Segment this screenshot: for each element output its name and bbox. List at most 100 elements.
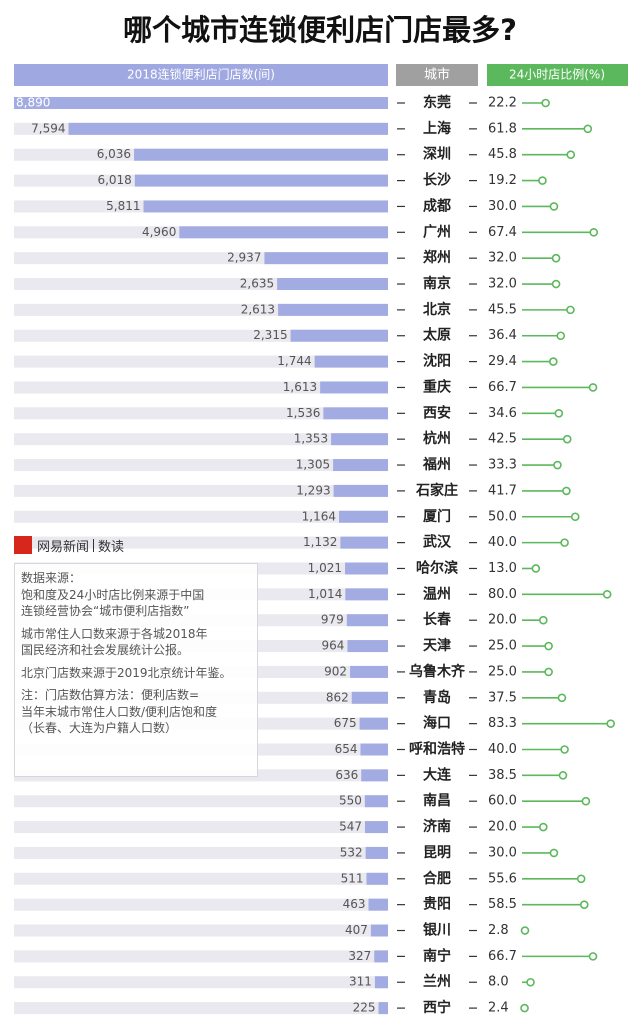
lollipop-dot xyxy=(562,486,571,496)
value-label: 2,937 xyxy=(227,251,261,265)
row-bg xyxy=(14,381,388,394)
category-label: 西宁 xyxy=(423,999,451,1016)
lollipop-dot xyxy=(544,667,553,677)
lollipop-dot xyxy=(588,952,598,961)
category-label: 温州 xyxy=(423,586,451,602)
logo xyxy=(14,536,32,554)
value-label: 34.6 xyxy=(488,406,517,421)
lollipop-dot xyxy=(526,977,535,987)
header-bg xyxy=(14,64,388,86)
category-label: 上海 xyxy=(423,120,451,137)
value-label: 20.0 xyxy=(488,820,517,835)
category-label: 成都 xyxy=(423,197,451,214)
category-label: 天津 xyxy=(423,637,451,654)
bar xyxy=(320,381,388,394)
lollipop-dot xyxy=(588,383,598,392)
bar xyxy=(351,691,388,704)
value-label: 80.0 xyxy=(488,587,517,602)
value-label: 311 xyxy=(349,975,372,989)
row-bg xyxy=(14,1002,388,1015)
value-label: 4,960 xyxy=(142,225,176,239)
lollipop-dot xyxy=(549,848,559,858)
lollipop-dot xyxy=(602,590,612,599)
value-label: 8.0 xyxy=(488,975,509,990)
row-bg xyxy=(14,795,388,808)
value-label: 2,315 xyxy=(253,328,287,342)
lollipop-dot xyxy=(558,771,568,780)
row-bg xyxy=(14,898,388,911)
bar xyxy=(333,459,388,472)
value-label: 38.5 xyxy=(488,768,517,783)
lollipop-dot xyxy=(589,228,599,237)
bar xyxy=(347,640,388,653)
category-label: 贵阳 xyxy=(423,896,451,913)
bar xyxy=(179,226,388,239)
source-line: 北京门店数来源于2019北京统计年鉴。 xyxy=(21,665,232,680)
lollipop-dot xyxy=(549,357,558,366)
bar xyxy=(345,588,388,601)
bar xyxy=(359,717,388,730)
category-label: 银川 xyxy=(423,922,451,939)
value-label: 979 xyxy=(321,613,344,627)
lollipop-dot xyxy=(606,719,615,728)
source-line: 数据来源： xyxy=(21,571,82,585)
source-line: （长春、大连为户籍人口数） xyxy=(21,721,178,735)
lollipop-dot xyxy=(541,98,550,108)
value-label: 225 xyxy=(353,1001,376,1015)
bar xyxy=(350,665,388,678)
lollipop-dot xyxy=(581,796,591,806)
value-label: 83.3 xyxy=(488,716,517,731)
bar xyxy=(361,769,388,782)
category-label: 青岛 xyxy=(423,689,451,706)
category-label: 济南 xyxy=(423,818,451,835)
value-label: 45.8 xyxy=(488,147,517,162)
bar xyxy=(314,355,388,368)
value-label: 1,613 xyxy=(283,380,317,394)
lollipop-dot xyxy=(566,150,576,160)
bar xyxy=(143,200,388,213)
value-label: 41.7 xyxy=(488,483,517,498)
bar xyxy=(374,976,388,989)
category-label: 呼和浩特 xyxy=(409,741,465,758)
value-label: 20.0 xyxy=(488,613,517,628)
lollipop-dot xyxy=(538,176,547,185)
category-label: 北京 xyxy=(423,301,451,318)
value-label: 33.3 xyxy=(488,458,517,473)
brand-name: 网易新闻 xyxy=(37,539,90,555)
value-label: 1,536 xyxy=(286,406,320,420)
bar xyxy=(331,433,388,446)
bar xyxy=(364,821,388,834)
value-label: 902 xyxy=(324,664,347,678)
value-label: 19.2 xyxy=(488,173,517,188)
lollipop-dot xyxy=(560,745,569,754)
lollipop-dot xyxy=(538,822,548,832)
bar xyxy=(368,898,388,911)
source-line: 城市常住人口数来源于各城2018年 xyxy=(21,626,208,641)
category-label: 沈阳 xyxy=(423,353,451,370)
value-label: 6,018 xyxy=(97,173,131,187)
value-label: 1,132 xyxy=(303,535,337,549)
chart-title: 哪个城市连锁便利店门店最多? xyxy=(123,13,517,47)
category-label: 福州 xyxy=(422,456,451,473)
row-bg xyxy=(14,976,388,989)
source-line: 国民经济和社会发展统计公报。 xyxy=(21,643,190,657)
value-label: 1,014 xyxy=(308,587,342,601)
value-label: 1,164 xyxy=(302,509,336,523)
category-label: 哈尔滨 xyxy=(416,559,458,576)
row-bg xyxy=(14,872,388,885)
lollipop-dot xyxy=(566,305,575,315)
bar xyxy=(134,148,388,161)
value-label: 547 xyxy=(339,820,362,834)
category-label: 郑州 xyxy=(423,249,451,266)
lollipop-dot xyxy=(531,564,541,573)
value-label: 6,036 xyxy=(97,147,131,161)
bar xyxy=(333,484,388,497)
bar xyxy=(360,743,388,756)
bar xyxy=(370,924,388,937)
bar xyxy=(365,846,388,859)
bar xyxy=(264,252,388,265)
value-label: 550 xyxy=(339,794,362,808)
lollipop-dot xyxy=(520,926,530,935)
bar xyxy=(278,303,388,316)
value-label: 25.0 xyxy=(488,639,517,654)
